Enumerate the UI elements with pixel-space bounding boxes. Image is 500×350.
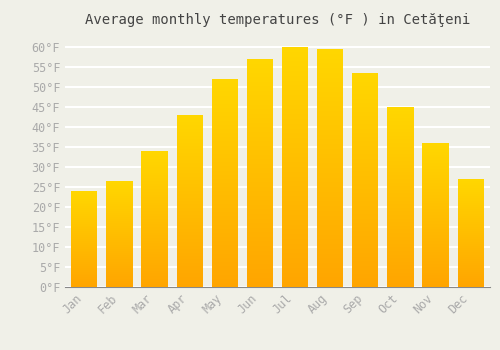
Title: Average monthly temperatures (°F ) in Cetăţeni: Average monthly temperatures (°F ) in Ce… [85,13,470,27]
